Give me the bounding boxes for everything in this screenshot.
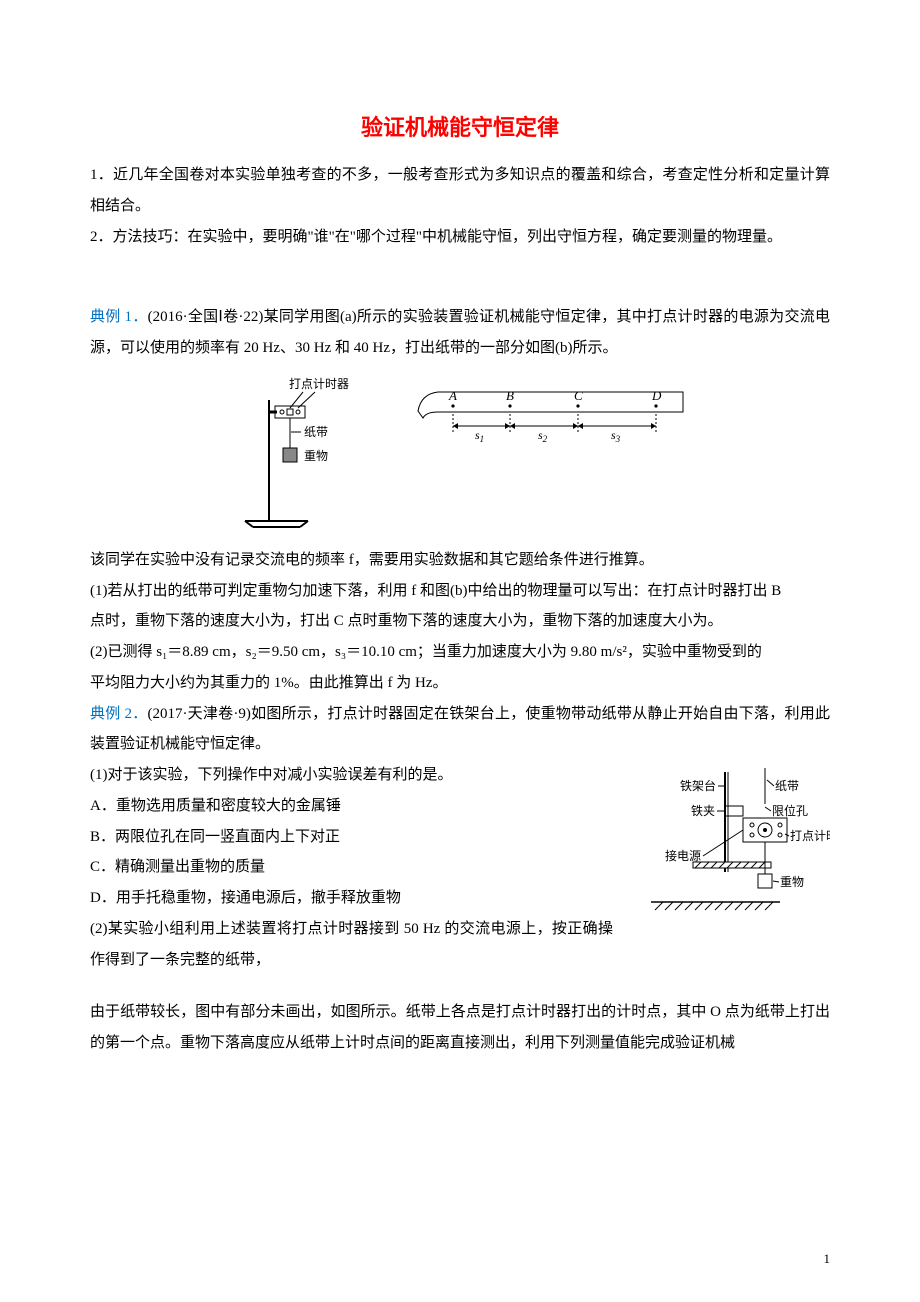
fig1-s3: s3: [611, 428, 621, 444]
page-title: 验证机械能守恒定律: [90, 110, 830, 142]
para-gap: [90, 975, 830, 997]
example1-q2a: (2)已测得 s₁＝8.89 cm，s₂＝9.50 cm，s₃＝10.10 cm…: [90, 637, 830, 668]
fig2-clamp-label: 铁夹: [691, 804, 715, 818]
section-gap: [90, 252, 830, 302]
fig2-weight-box: [758, 874, 772, 888]
page-number: 1: [824, 1251, 831, 1267]
fig1-arr3r: [651, 423, 656, 429]
fig1-tape-outline: [418, 392, 683, 418]
fig2-tape-label: 纸带: [775, 779, 799, 793]
fig2-hole-label: 限位孔: [772, 803, 808, 818]
fig1-arr2r: [573, 423, 578, 429]
fig2-timer-d2: [750, 833, 754, 837]
fig2-weight-label: 重物: [780, 875, 804, 889]
example2-body: (2017·天津卷·9)如图所示，打点计时器固定在铁架台上，使重物带动纸带从静止…: [90, 706, 830, 753]
fig2-tape-leader: [767, 780, 774, 786]
fig1-timer-dot2: [296, 410, 300, 414]
example1-afterfig: 该同学在实验中没有记录交流电的频率 f，需要用实验数据和其它题给条件进行推算。: [90, 545, 830, 576]
fig2-timer-axis: [763, 828, 767, 832]
fig1-dot-b: [508, 404, 511, 407]
fig1-s1: s1: [475, 428, 484, 444]
fig1-timer-label: 打点计时器: [289, 377, 349, 391]
figure1-apparatus: 打点计时器 纸带 重物: [233, 376, 383, 531]
example1-q1a: (1)若从打出的纸带可判定重物匀加速下落，利用 f 和图(b)中给出的物理量可以…: [90, 576, 830, 607]
fig2-ground-hatch: [655, 902, 773, 910]
fig1-arr1r: [505, 423, 510, 429]
intro-p2: 2．方法技巧：在实验中，要明确"谁"在"哪个过程"中机械能守恒，列出守恒方程，确…: [90, 222, 830, 253]
fig1-weight-label: 重物: [304, 449, 328, 463]
fig1-timer-dot1: [280, 410, 284, 414]
fig2-stand-label: 铁架台: [680, 778, 716, 793]
example2-label: 典例 2．: [90, 706, 147, 722]
fig1-dot-c: [576, 404, 579, 407]
example2-q2b: 由于纸带较长，图中有部分未画出，如图所示。纸带上各点是打点计时器打出的计时点，其…: [90, 997, 830, 1059]
intro-p1: 1．近几年全国卷对本实验单独考查的不多，一般考查形式为多知识点的覆盖和综合，考查…: [90, 160, 830, 222]
fig1-arr3l: [578, 423, 583, 429]
figure1-tape: A B C D s1 s2 s3: [413, 376, 688, 456]
example1-header: 典例 1．(2016·全国Ⅰ卷·22)某同学用图(a)所示的实验装置验证机械能守…: [90, 302, 830, 364]
fig1-timer-center: [287, 409, 293, 415]
fig2-hole-leader: [765, 807, 771, 811]
fig2-power-leader: [703, 830, 743, 856]
fig1-s2: s2: [538, 428, 548, 444]
fig1-label-d: D: [651, 388, 662, 403]
fig1-label-c: C: [574, 388, 583, 403]
fig2-timer-d4: [778, 833, 782, 837]
example2-header: 典例 2．(2017·天津卷·9)如图所示，打点计时器固定在铁架台上，使重物带动…: [90, 699, 830, 761]
fig1-arr2l: [510, 423, 515, 429]
example1-q1b: 点时，重物下落的速度大小为，打出 C 点时重物下落的速度大小为，重物下落的加速度…: [90, 606, 830, 637]
fig2-timer-d1: [750, 823, 754, 827]
figure1-row: 打点计时器 纸带 重物 A B C D: [90, 376, 830, 531]
fig2-power-label: 接电源: [665, 848, 701, 863]
fig1-tape-label: 纸带: [304, 425, 328, 439]
fig1-arr1l: [453, 423, 458, 429]
fig1-label-a: A: [448, 388, 457, 403]
example1-q2b: 平均阻力大小约为其重力的 1%。由此推算出 f 为 Hz。: [90, 668, 830, 699]
fig1-dot-a: [451, 404, 454, 407]
fig1-weight-box: [283, 448, 297, 462]
fig1-label-b: B: [506, 388, 514, 403]
figure2: 铁架台 纸带 铁夹 限位孔 打点计时器 接电源 重物: [625, 762, 830, 922]
example1-label: 典例 1．: [90, 309, 148, 325]
fig2-timer-d3: [778, 823, 782, 827]
fig2-weight-leader: [773, 881, 779, 882]
fig2-timer-label: 打点计时器: [790, 829, 830, 843]
example1-body: (2016·全国Ⅰ卷·22)某同学用图(a)所示的实验装置验证机械能守恒定律，其…: [90, 309, 830, 356]
example2-q2: (2)某实验小组利用上述装置将打点计时器接到 50 Hz 的交流电源上，按正确操…: [90, 914, 830, 976]
fig1-dot-d: [654, 404, 657, 407]
